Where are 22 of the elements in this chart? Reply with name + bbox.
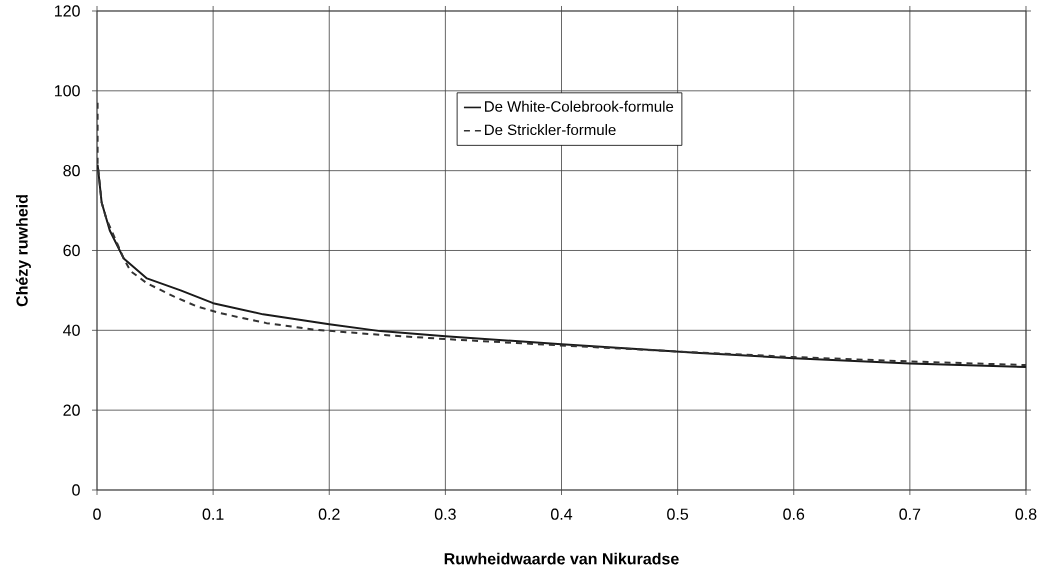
x-axis-title: Ruwheidwaarde van Nikuradse — [444, 552, 679, 565]
y-tick-label: 20 — [63, 404, 80, 416]
x-tick-label: 0.2 — [318, 508, 340, 520]
x-tick-label: 0 — [93, 508, 101, 520]
legend-label: De White-Colebrook-formule — [485, 100, 674, 112]
legend-label: De Strickler-formule — [485, 124, 616, 136]
x-tick-label: 0.5 — [667, 508, 689, 520]
y-axis-title: Chézy ruwheid — [15, 195, 31, 307]
x-tick-label: 0.8 — [1015, 508, 1037, 520]
y-tick-label: 40 — [63, 324, 80, 336]
x-tick-label: 0.6 — [783, 508, 805, 520]
x-tick-label: 0.1 — [202, 508, 224, 520]
y-tick-label: 100 — [55, 85, 80, 97]
y-tick-label: 80 — [63, 165, 80, 177]
x-tick-label: 0.4 — [551, 508, 573, 520]
x-tick-label: 0.3 — [434, 508, 456, 520]
y-tick-label: 0 — [72, 484, 80, 496]
y-tick-label: 60 — [63, 244, 80, 257]
y-tick-label: 120 — [55, 5, 80, 17]
line-series — [97, 101, 1026, 367]
line-series — [97, 163, 1026, 369]
x-tick-label: 0.7 — [899, 508, 921, 520]
